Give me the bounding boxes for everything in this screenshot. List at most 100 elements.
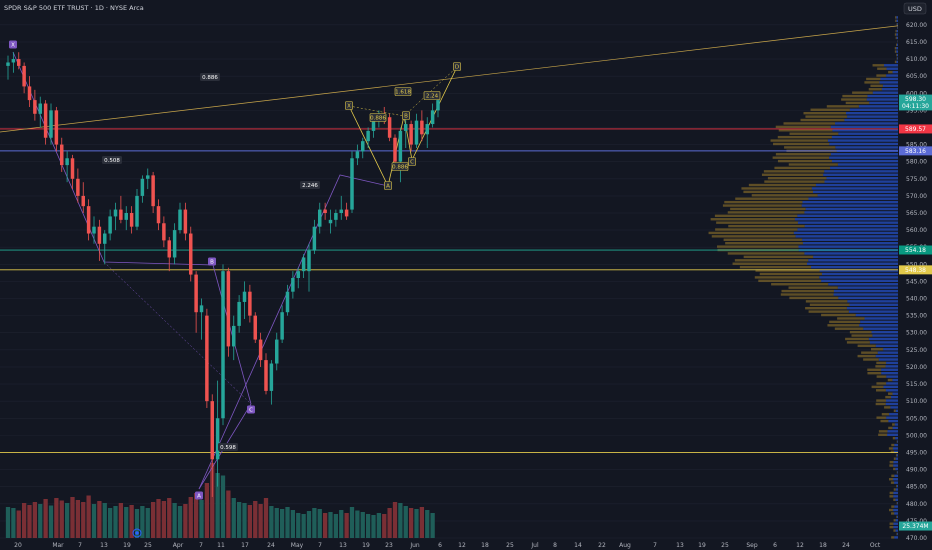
candle-body[interactable]: [393, 137, 397, 162]
candle-body[interactable]: [409, 124, 413, 145]
candles[interactable]: [6, 52, 440, 497]
candle-body[interactable]: [103, 233, 107, 244]
candle-body[interactable]: [189, 233, 193, 275]
candle-body[interactable]: [242, 291, 247, 302]
candle-body[interactable]: [414, 120, 419, 145]
profile-bar-blue: [837, 286, 898, 289]
candle-body[interactable]: [430, 110, 435, 125]
candle-body[interactable]: [355, 151, 360, 159]
candle-body[interactable]: [328, 219, 333, 224]
candle-body[interactable]: [156, 206, 161, 224]
profile-bar-gold: [896, 501, 898, 505]
candle-body[interactable]: [113, 209, 118, 217]
candle-body[interactable]: [436, 100, 440, 111]
candle-body[interactable]: [194, 274, 198, 313]
candle-body[interactable]: [151, 175, 155, 207]
candle-body[interactable]: [210, 401, 214, 460]
candle-body[interactable]: [205, 315, 209, 402]
profile-bar-blue: [879, 81, 898, 84]
volume-bar: [134, 509, 140, 538]
candle-body[interactable]: [92, 226, 96, 234]
candle-body[interactable]: [221, 271, 225, 419]
candle-body[interactable]: [162, 223, 166, 241]
candle-body[interactable]: [237, 301, 241, 326]
candle-body[interactable]: [6, 62, 10, 66]
candle-body[interactable]: [97, 226, 102, 244]
volume-bar: [145, 508, 150, 538]
profile-bar-gold: [805, 306, 847, 310]
candle-body[interactable]: [296, 271, 300, 278]
candle-body[interactable]: [253, 315, 257, 340]
candle-body[interactable]: [178, 209, 182, 231]
candle-body[interactable]: [334, 213, 338, 220]
candle-body[interactable]: [361, 141, 365, 152]
volume-bar: [360, 512, 365, 538]
candle-body[interactable]: [11, 59, 16, 63]
candle-body[interactable]: [119, 209, 123, 220]
candle-body[interactable]: [135, 195, 139, 227]
candle-body[interactable]: [27, 86, 32, 101]
volume-bar: [317, 509, 322, 538]
candle-body[interactable]: [404, 124, 408, 131]
candle-body[interactable]: [312, 226, 317, 251]
candle-body[interactable]: [146, 175, 150, 179]
candle-body[interactable]: [43, 103, 48, 138]
candle-body[interactable]: [108, 216, 112, 234]
candle-body[interactable]: [301, 257, 306, 272]
candle-body[interactable]: [81, 195, 85, 207]
candle-body[interactable]: [307, 250, 311, 272]
profile-bar-blue: [895, 467, 898, 471]
candle-body[interactable]: [425, 124, 429, 135]
candle-body[interactable]: [172, 230, 177, 258]
candle-body[interactable]: [38, 103, 42, 114]
candle-body[interactable]: [232, 325, 236, 347]
candle-body[interactable]: [226, 271, 231, 347]
candle-body[interactable]: [339, 209, 343, 213]
candle-body[interactable]: [371, 120, 376, 131]
candle-body[interactable]: [264, 360, 268, 391]
candle-body[interactable]: [54, 110, 59, 145]
candle-body[interactable]: [258, 339, 263, 361]
candle-body[interactable]: [140, 178, 145, 196]
candle-body[interactable]: [248, 291, 252, 316]
candle-body[interactable]: [129, 213, 134, 227]
candle-body[interactable]: [398, 130, 403, 162]
profile-bar-blue: [895, 498, 898, 501]
price-tick-label: 600.00: [906, 90, 927, 97]
candle-body[interactable]: [65, 158, 69, 166]
candle-body[interactable]: [366, 130, 370, 142]
event-marker-icon[interactable]: [132, 528, 142, 538]
candle-body[interactable]: [70, 158, 75, 179]
currency-button[interactable]: [903, 2, 927, 15]
candle-body[interactable]: [285, 291, 290, 313]
profile-bar-blue: [886, 382, 898, 385]
candle-body[interactable]: [420, 120, 424, 135]
candle-body[interactable]: [318, 209, 322, 227]
candle-body[interactable]: [215, 418, 220, 460]
candle-body[interactable]: [269, 363, 274, 391]
candle-body[interactable]: [291, 278, 295, 292]
candle-body[interactable]: [344, 209, 349, 217]
harmonic-label: 0.886: [392, 165, 408, 171]
candle-body[interactable]: [86, 206, 91, 234]
candle-body[interactable]: [60, 144, 64, 166]
candle-body[interactable]: [280, 312, 284, 340]
candle-body[interactable]: [76, 178, 80, 196]
candle-body[interactable]: [22, 65, 26, 87]
profile-bar-blue: [831, 135, 898, 139]
candle-body[interactable]: [167, 240, 171, 258]
time-axis[interactable]: 20 Mar 7 13 19 25 Apr 7 11 17 24 May 7 13 19 23 Jun 6 12 18…: [14, 542, 881, 549]
candle-body[interactable]: [350, 158, 354, 210]
candle-body[interactable]: [17, 59, 21, 66]
candle-body[interactable]: [387, 117, 392, 138]
candle-body[interactable]: [49, 110, 53, 138]
candle-body[interactable]: [124, 213, 128, 220]
candle-body[interactable]: [183, 209, 188, 234]
candle-body[interactable]: [33, 100, 37, 114]
candle-body[interactable]: [199, 305, 204, 313]
volume-bar: [32, 502, 38, 538]
candle-body[interactable]: [275, 339, 279, 364]
candle-body[interactable]: [323, 209, 327, 213]
